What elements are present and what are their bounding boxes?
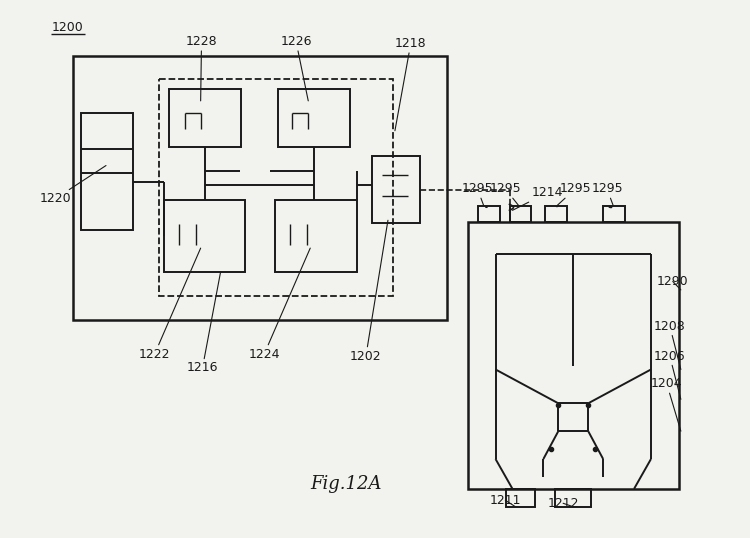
- Text: 1216: 1216: [187, 272, 220, 374]
- Text: 1220: 1220: [39, 166, 106, 206]
- Text: 1218: 1218: [395, 37, 427, 131]
- Bar: [555, 489, 591, 507]
- Text: 1228: 1228: [186, 35, 218, 101]
- Bar: [603, 207, 625, 222]
- Text: 1224: 1224: [248, 248, 310, 360]
- Text: 1214: 1214: [512, 186, 563, 210]
- Bar: [164, 200, 245, 272]
- Text: 1202: 1202: [350, 220, 388, 363]
- Bar: [169, 89, 241, 147]
- Bar: [159, 79, 393, 296]
- Text: 1295: 1295: [490, 182, 521, 206]
- Bar: [468, 222, 679, 489]
- Text: 1295: 1295: [462, 182, 494, 206]
- Text: 1222: 1222: [139, 248, 201, 360]
- Bar: [545, 207, 567, 222]
- Text: 1295: 1295: [557, 182, 591, 206]
- Text: 1200: 1200: [51, 21, 83, 34]
- Text: 1208: 1208: [654, 320, 686, 370]
- Text: 1295: 1295: [591, 182, 622, 206]
- Bar: [278, 89, 350, 147]
- Bar: [509, 207, 532, 222]
- Text: Fig.12A: Fig.12A: [310, 475, 382, 493]
- Bar: [73, 56, 447, 320]
- Bar: [275, 200, 357, 272]
- Bar: [372, 155, 420, 223]
- Text: 1212: 1212: [548, 497, 579, 510]
- Text: 1211: 1211: [490, 494, 521, 507]
- Text: 1204: 1204: [651, 377, 682, 431]
- Bar: [81, 113, 133, 230]
- Text: 1226: 1226: [280, 35, 312, 101]
- Bar: [506, 489, 536, 507]
- Text: 1206: 1206: [654, 350, 686, 399]
- Bar: [478, 207, 500, 222]
- Text: 1290: 1290: [657, 275, 688, 290]
